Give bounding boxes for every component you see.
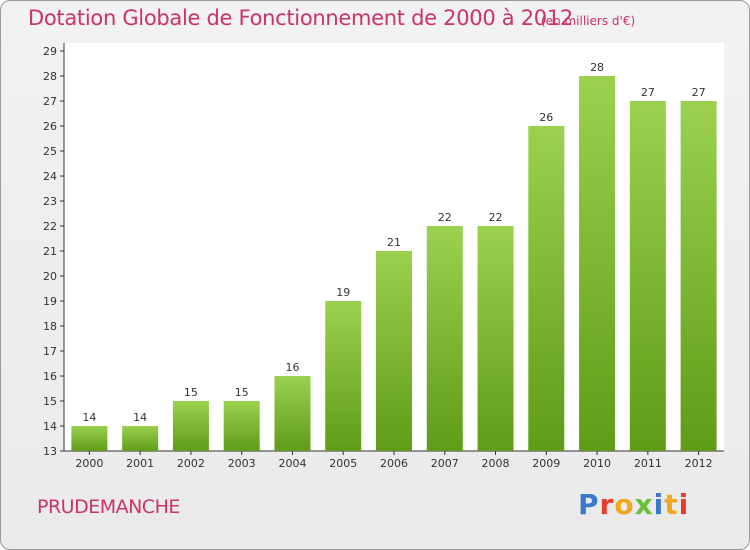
x-tick-label: 2003 bbox=[228, 457, 256, 470]
x-tick-label: 2000 bbox=[75, 457, 103, 470]
bar bbox=[71, 426, 108, 451]
data-label: 27 bbox=[641, 86, 655, 99]
bar bbox=[579, 76, 616, 451]
y-tick-label: 25 bbox=[43, 145, 57, 158]
x-tick-label: 2005 bbox=[329, 457, 357, 470]
bar bbox=[680, 101, 717, 451]
data-label: 14 bbox=[133, 411, 147, 424]
y-tick-label: 14 bbox=[43, 420, 57, 433]
data-label: 16 bbox=[285, 361, 299, 374]
y-tick-label: 26 bbox=[43, 120, 57, 133]
logo-letter: x bbox=[634, 488, 654, 521]
bar bbox=[477, 226, 514, 451]
data-label: 19 bbox=[336, 286, 350, 299]
data-label: 14 bbox=[82, 411, 96, 424]
x-tick-label: 2004 bbox=[278, 457, 306, 470]
bar bbox=[122, 426, 159, 451]
bar bbox=[528, 126, 565, 451]
y-tick-label: 17 bbox=[43, 345, 57, 358]
y-tick-label: 20 bbox=[43, 270, 57, 283]
x-tick-label: 2008 bbox=[482, 457, 510, 470]
proxiti-logo: Proxiti bbox=[578, 488, 689, 521]
data-label: 22 bbox=[438, 211, 452, 224]
logo-letter: i bbox=[678, 488, 690, 521]
logo-letter: r bbox=[599, 488, 615, 521]
bar bbox=[376, 251, 412, 451]
bar bbox=[426, 226, 463, 451]
data-label: 22 bbox=[489, 211, 503, 224]
x-tick-label: 2001 bbox=[126, 457, 154, 470]
data-label: 26 bbox=[539, 111, 553, 124]
data-label: 28 bbox=[590, 61, 604, 74]
chart-unit: (en milliers d'€) bbox=[541, 14, 636, 28]
y-tick-label: 19 bbox=[43, 295, 57, 308]
bar bbox=[223, 401, 260, 451]
bar bbox=[325, 301, 362, 451]
y-tick-label: 21 bbox=[43, 245, 57, 258]
logo-letter: P bbox=[578, 488, 600, 521]
y-tick-label: 16 bbox=[43, 370, 57, 383]
data-label: 27 bbox=[692, 86, 706, 99]
x-tick-label: 2011 bbox=[634, 457, 662, 470]
y-tick-label: 28 bbox=[43, 70, 57, 83]
y-tick-label: 13 bbox=[43, 445, 57, 458]
logo-letter: i bbox=[653, 488, 665, 521]
y-tick-label: 22 bbox=[43, 220, 57, 233]
y-tick-label: 18 bbox=[43, 320, 57, 333]
logo-letter: o bbox=[614, 488, 635, 521]
bar bbox=[629, 101, 666, 451]
y-tick-label: 24 bbox=[43, 170, 57, 183]
y-tick-label: 15 bbox=[43, 395, 57, 408]
commune-name: PRUDEMANCHE bbox=[37, 496, 180, 518]
x-tick-label: 2007 bbox=[431, 457, 459, 470]
data-label: 15 bbox=[235, 386, 249, 399]
y-tick-label: 29 bbox=[43, 45, 57, 58]
bar bbox=[172, 401, 209, 451]
x-tick-label: 2009 bbox=[532, 457, 560, 470]
x-tick-label: 2010 bbox=[583, 457, 611, 470]
data-label: 21 bbox=[387, 236, 401, 249]
y-tick-label: 27 bbox=[43, 95, 57, 108]
y-tick-label: 23 bbox=[43, 195, 57, 208]
chart-title: Dotation Globale de Fonctionnement de 20… bbox=[28, 6, 573, 30]
x-tick-label: 2006 bbox=[380, 457, 408, 470]
x-tick-label: 2002 bbox=[177, 457, 205, 470]
x-tick-label: 2012 bbox=[685, 457, 713, 470]
logo-letter: t bbox=[664, 488, 679, 521]
bar bbox=[274, 376, 311, 451]
data-label: 15 bbox=[184, 386, 198, 399]
